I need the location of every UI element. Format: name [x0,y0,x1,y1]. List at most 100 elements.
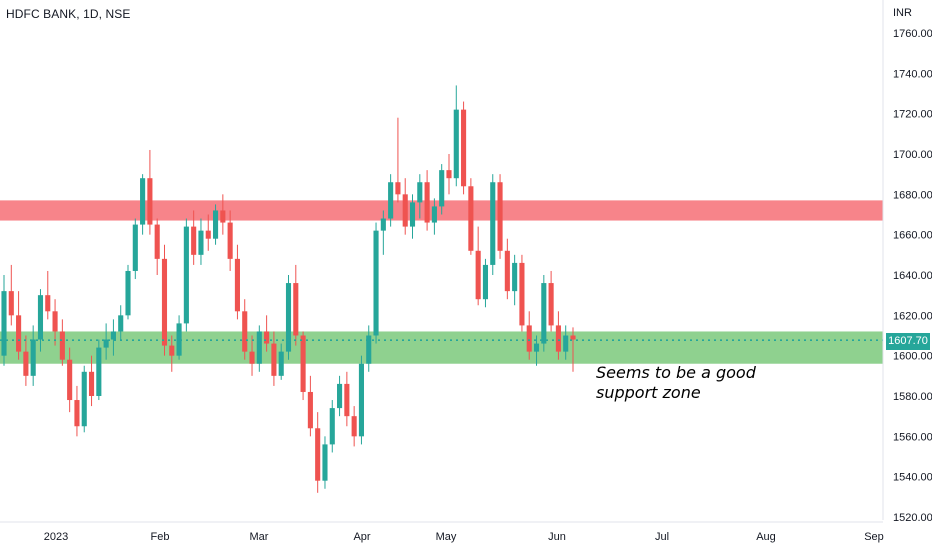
price-tick-label: 1700.00 [893,149,932,161]
candle-body [307,391,313,429]
candle-body [431,206,437,223]
candle-body [96,347,102,396]
candle-body [103,339,109,348]
time-tick-label: Sep [864,531,884,543]
candle-body [125,270,131,316]
candle-body [16,315,22,352]
candle-body [8,291,14,316]
time-tick-label: Feb [151,531,170,543]
candle-body [453,109,459,179]
candle-body [337,383,343,409]
candle-body [81,371,87,427]
candle-body [373,230,379,336]
support-zone [0,331,883,364]
chart-title: HDFC BANK, 1D, NSE [6,7,131,21]
time-tick-label: Jul [655,531,669,543]
candle-body [424,182,430,223]
candle-body [183,226,189,324]
candle-body [161,258,168,346]
candle-body [52,311,58,332]
candle-body [256,331,262,364]
candle-body [191,226,197,255]
candle-body [278,351,284,376]
candle-body [132,224,138,271]
candle-body [468,186,474,251]
candle-body [570,335,576,340]
zones-layer [0,200,883,364]
candle-body [37,295,44,340]
price-tick-label: 1520.00 [893,512,932,524]
candles-layer [1,85,576,493]
price-axis: 1760.00 1740.00 1720.00 1700.00 1680.00 1660.… [882,0,932,524]
candle-body [264,331,270,344]
price-tick-label: 1540.00 [893,472,932,484]
candle-body [293,283,299,336]
time-tick-label: Aug [756,531,776,543]
candle-body [45,295,51,312]
candle-body [366,335,372,364]
time-tick-label: 2023 [44,531,68,543]
candle-body [271,343,277,376]
candle-body [504,250,510,292]
time-tick-label: Mar [250,531,269,543]
price-tick-label: 1760.00 [893,28,932,40]
candle-body [358,363,365,437]
candle-body [475,250,481,300]
candle-body [140,178,146,225]
candle-body [482,264,489,300]
candle-body [1,291,7,356]
time-tick-label: May [436,531,457,543]
candle-body [249,351,255,364]
last-price-badge: 1607.70 [886,333,930,350]
candle-body [23,351,29,376]
candle-body [234,258,240,312]
candle-body [169,345,175,356]
note-line-2: support zone [596,383,701,402]
time-tick-label: Apr [353,531,370,543]
candle-body [88,371,95,396]
candle-body [388,182,394,219]
support-zone-note[interactable]: Seems to be a good support zone [596,363,796,403]
candle-body [227,222,233,259]
candle-body [541,283,547,344]
currency-label: INR [893,7,912,19]
candle-body [242,311,248,352]
candle-body [30,339,36,376]
candle-body [439,170,445,207]
candle-body [380,218,386,231]
time-axis: 2023 Feb Mar Apr May Jun Jul Aug Sep [0,521,884,543]
price-tick-label: 1640.00 [893,270,932,282]
candle-body [395,182,401,195]
candle-body [446,170,452,179]
candle-body [490,182,496,265]
candle-body [409,202,416,227]
price-tick-label: 1680.00 [893,189,932,201]
candle-body [322,444,328,481]
candle-body [533,343,540,352]
candle-body [110,331,116,340]
candle-body [417,182,423,203]
candle-body [118,315,124,332]
candle-body [212,210,219,239]
candle-body [512,262,518,292]
candle-body [315,428,321,481]
candle-body [59,331,65,360]
candle-body [461,109,467,187]
price-tick-label: 1560.00 [893,431,932,443]
candle-body [402,194,408,227]
price-tick-label: 1600.00 [893,351,932,363]
time-tick-label: Jun [548,531,566,543]
candle-body [67,359,73,401]
candle-body [497,182,503,251]
candle-body [147,178,153,225]
note-line-1: Seems to be a good [596,363,756,382]
candle-body [176,323,182,356]
price-tick-label: 1740.00 [893,68,932,80]
candle-body [555,325,561,352]
price-tick-label: 1580.00 [893,391,932,403]
candle-body [519,262,525,326]
candle-body [285,283,292,352]
candle-body [220,210,226,223]
